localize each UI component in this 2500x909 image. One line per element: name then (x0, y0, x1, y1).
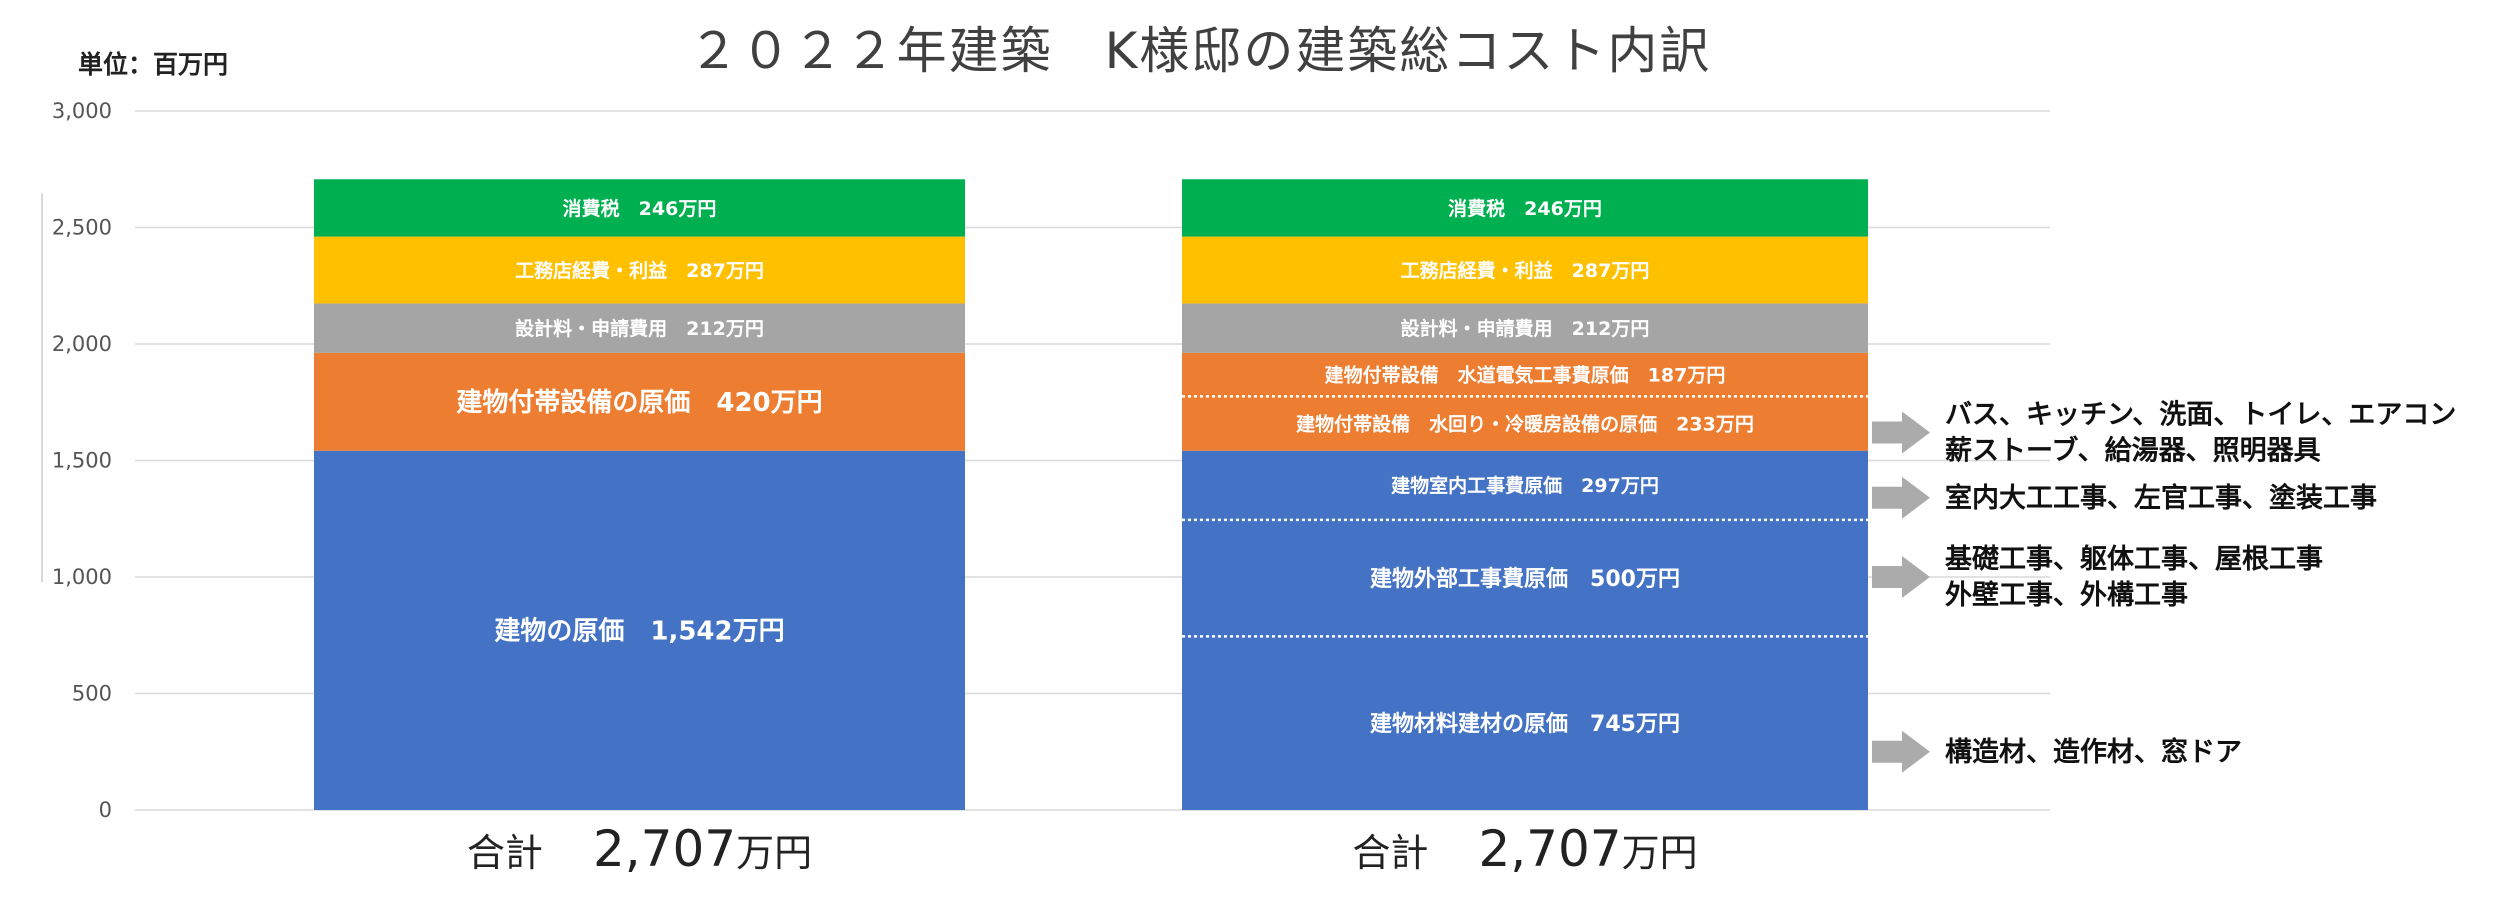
annotation-arrow (1872, 730, 1930, 773)
annotation-text: 薪ストーブ、給湯器、照明器具 (1945, 435, 2321, 467)
y-tick-label: 2,000 (52, 332, 112, 356)
bar-segment (1182, 450, 1868, 520)
bar-segment (314, 236, 965, 304)
bar-segment (1182, 236, 1868, 304)
segment-label: 建物材料建材の原価 745万円 (1370, 711, 1680, 737)
total-unit: 万円 (1622, 831, 1698, 875)
segment-label: 建物の原価 1,542万円 (494, 617, 784, 647)
y-tick-label: 1,500 (52, 449, 112, 473)
total-label: 合計 2,707万円 (467, 820, 812, 878)
segment-label: 消費税 246万円 (1448, 197, 1602, 220)
annotation-arrow (1872, 556, 1930, 598)
bar-segment (1182, 303, 1868, 353)
bar-segment (314, 303, 965, 353)
segment-label: 建物付帯設備 水回り・冷暖房設備の原価 233万円 (1296, 412, 1754, 435)
totals: 合計 2,707万円 合計 2,707万円 (467, 820, 1698, 878)
y-tick-label: 0 (99, 798, 112, 822)
segment-label: 設計料・申請費用 212万円 (515, 317, 764, 340)
annotation-text: 外壁工事、外構工事 (1945, 580, 2188, 611)
annotation-arrow (1872, 476, 1930, 519)
total-prefix: 合計 (467, 831, 593, 875)
y-axis: 0 500 1,000 1,500 2,000 2,500 3,000 (41, 99, 112, 822)
annotation-text: バス、キッチン、洗面、トイレ、エアコン (1945, 400, 2456, 431)
bar-segment (314, 352, 965, 451)
annotation-arrow (1872, 411, 1930, 454)
total-value: 2,707 (593, 820, 736, 878)
y-tick-label: 3,000 (52, 99, 112, 123)
bars: 建物の原価 1,542万円 建物付帯設備の原価 420万円 設計料・申請費用 212… (314, 179, 1868, 810)
segment-label: 建物付帯設備 水道電気工事費原価 187万円 (1325, 363, 1726, 386)
segment-label: 工務店経費・利益 287万円 (515, 259, 764, 282)
y-tick-label: 1,000 (52, 565, 112, 589)
bar-segment (1182, 519, 1868, 637)
segment-label: 建物室内工事費原価 297万円 (1391, 474, 1659, 497)
segment-label: 建物外部工事費原価 500万円 (1370, 566, 1680, 592)
chart-title: ２０２２年建築 K様邸の建築総コスト内訳 (689, 22, 1712, 80)
total-label: 合計 2,707万円 (1352, 820, 1697, 878)
bar-segment (1182, 179, 1868, 237)
bar-segment (314, 450, 965, 810)
segment-label: 消費税 246万円 (563, 197, 717, 220)
total-unit: 万円 (736, 831, 812, 875)
annotation-text: 構造材、造作材、窓ドア (1945, 736, 2242, 768)
total-value: 2,707 (1478, 820, 1621, 878)
total-prefix: 合計 (1352, 831, 1478, 875)
segment-label: 設計料・申請費用 212万円 (1401, 317, 1650, 340)
segment-label: 工務店経費・利益 287万円 (1401, 259, 1650, 282)
y-tick-label: 2,500 (52, 216, 112, 240)
annotation-text: 室内大工工事、左官工事、塗装工事 (1945, 482, 2377, 514)
segment-label: 建物付帯設備の原価 420万円 (456, 387, 822, 418)
y-tick-label: 500 (72, 682, 112, 706)
bar-segment (314, 179, 965, 237)
bar-segment (1182, 636, 1868, 810)
bar-segment (1182, 352, 1868, 397)
unit-label: 単位：百万円 (78, 50, 228, 79)
annotation-text: 基礎工事、躯体工事、屋根工事 (1945, 544, 2323, 575)
bar-segment (1182, 396, 1868, 451)
